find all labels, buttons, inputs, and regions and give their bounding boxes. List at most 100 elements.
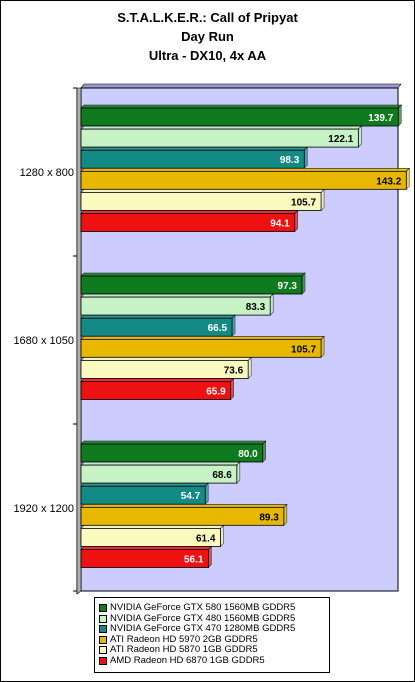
bar-group: 80.0: [80, 440, 267, 463]
legend-label: NVIDIA GeForce GTX 480 1560MB GDDR5: [110, 612, 296, 624]
bar: [80, 381, 232, 400]
bar-group: 61.4: [80, 524, 225, 548]
bar-value-label: 139.7: [368, 113, 393, 124]
bar-value-label: 65.9: [206, 387, 226, 398]
bar-group: 97.3: [80, 272, 306, 295]
legend-swatch: [99, 625, 107, 634]
bar-side-face: [262, 440, 267, 463]
legend-item: NVIDIA GeForce GTX 580 1560MB GDDR5: [99, 603, 329, 614]
bar-side-face: [358, 125, 362, 148]
category-label: 1920 x 1200: [13, 503, 74, 515]
category-label: 1680 x 1050: [13, 335, 74, 347]
bar: [80, 128, 359, 148]
bar: [80, 107, 399, 127]
bar-group: 56.1: [80, 545, 213, 569]
legend-label: AMD Radeon HD 6870 1GB GDDR5: [110, 654, 265, 666]
bar-side-face: [294, 209, 299, 233]
bar-top-face: [80, 293, 274, 298]
plot-left-wall: [76, 87, 82, 595]
bar-value-label: 54.7: [181, 491, 201, 502]
legend-item: ATI Radeon HD 5870 1GB GDDR5: [99, 645, 329, 656]
bar-group: 139.7: [80, 104, 403, 127]
bar-top-face: [80, 482, 209, 487]
bar-value-label: 73.6: [224, 365, 244, 376]
bar-top-face: [80, 210, 299, 214]
category-label: 1280 x 800: [20, 167, 74, 179]
bar-value-label: 56.1: [184, 555, 204, 566]
bar-top-face: [80, 503, 288, 508]
bar: [80, 213, 296, 232]
legend-item: AMD Radeon HD 6870 1GB GDDR5: [99, 654, 329, 667]
bar-side-face: [208, 545, 212, 569]
bar: [80, 191, 322, 211]
bar-side-face: [303, 146, 308, 169]
bar-side-face: [220, 524, 224, 548]
bar-side-face: [320, 188, 325, 212]
bar-value-label: 80.0: [238, 449, 258, 460]
bar-value-label: 94.1: [270, 219, 290, 230]
legend-label: ATI Radeon HD 5970 2GB GDDR5: [110, 633, 258, 645]
legend-label: ATI Radeon HD 5870 1GB GDDR5: [110, 644, 258, 656]
bar-side-face: [204, 482, 209, 505]
bar-side-face: [320, 335, 325, 359]
bar-group: 66.5: [80, 314, 236, 337]
bar: [80, 549, 209, 568]
bar-top-face: [80, 272, 306, 277]
bar-side-face: [398, 104, 402, 127]
legend-swatch: [99, 646, 107, 655]
legend-label: NVIDIA GeForce GTX 580 1560MB GDDR5: [110, 602, 296, 614]
bar-top-face: [80, 440, 267, 445]
bar-value-label: 98.3: [280, 155, 300, 166]
bar-group: 89.3: [80, 503, 288, 527]
bar-group: 105.7: [80, 335, 325, 359]
bar-group: 83.3: [80, 293, 274, 316]
bar-value-label: 89.3: [259, 512, 279, 523]
bar-value-label: 97.3: [278, 281, 298, 292]
bar-side-face: [405, 167, 410, 191]
bar-top-face: [80, 168, 410, 172]
bar-top-face: [80, 125, 363, 130]
bar-top-face: [80, 335, 325, 340]
legend-swatch: [99, 604, 107, 613]
chart-legend: NVIDIA GeForce GTX 580 1560MB GDDR5 NVIDI…: [94, 597, 330, 673]
bar-value-label: 83.3: [246, 302, 266, 313]
bar-top-face: [80, 546, 213, 550]
chart-title-line-1: S.T.A.L.K.E.R.: Call of Pripyat: [117, 10, 298, 25]
legend-item: NVIDIA GeForce GTX 480 1560MB GDDR5: [99, 612, 329, 625]
bar-top-face: [80, 378, 235, 382]
legend-swatch: [99, 635, 107, 644]
bar-group: 105.7: [80, 188, 325, 212]
legend-item: NVIDIA GeForce GTX 470 1280MB GDDR5: [99, 624, 329, 635]
chart-title: S.T.A.L.K.E.R.: Call of Pripyat Day Run …: [0, 8, 415, 65]
bar: [80, 338, 322, 358]
bar-value-label: 68.6: [212, 470, 232, 481]
bar-group: 94.1: [80, 209, 299, 233]
bar-side-face: [283, 503, 288, 527]
bar-value-label: 143.2: [376, 176, 401, 187]
bar: [80, 443, 264, 463]
bar-value-label: 61.4: [196, 533, 216, 544]
bar-group: 54.7: [80, 482, 209, 505]
bar-side-face: [269, 293, 274, 316]
bar-top-face: [80, 314, 236, 319]
bar-group: 65.9: [80, 377, 235, 401]
bar-side-face: [301, 272, 306, 295]
bar: [80, 275, 303, 295]
bar-value-label: 122.1: [328, 134, 353, 145]
legend-item: ATI Radeon HD 5970 2GB GDDR5: [99, 633, 329, 646]
bar-value-label: 105.7: [291, 197, 316, 208]
bar-top-face: [80, 104, 403, 109]
bar: [80, 149, 305, 169]
bar-group: 68.6: [80, 461, 241, 484]
bar-side-face: [247, 356, 252, 380]
bar: [80, 170, 407, 190]
chart-title-line-3: Ultra - DX10, 4x AA: [148, 48, 267, 63]
bar-side-face: [231, 314, 236, 337]
legend-swatch: [99, 656, 107, 665]
bar-value-label: 105.7: [291, 344, 316, 355]
bar-top-face: [80, 189, 325, 193]
bar-top-face: [80, 525, 225, 529]
bar: [80, 506, 285, 526]
bar-side-face: [230, 377, 234, 401]
